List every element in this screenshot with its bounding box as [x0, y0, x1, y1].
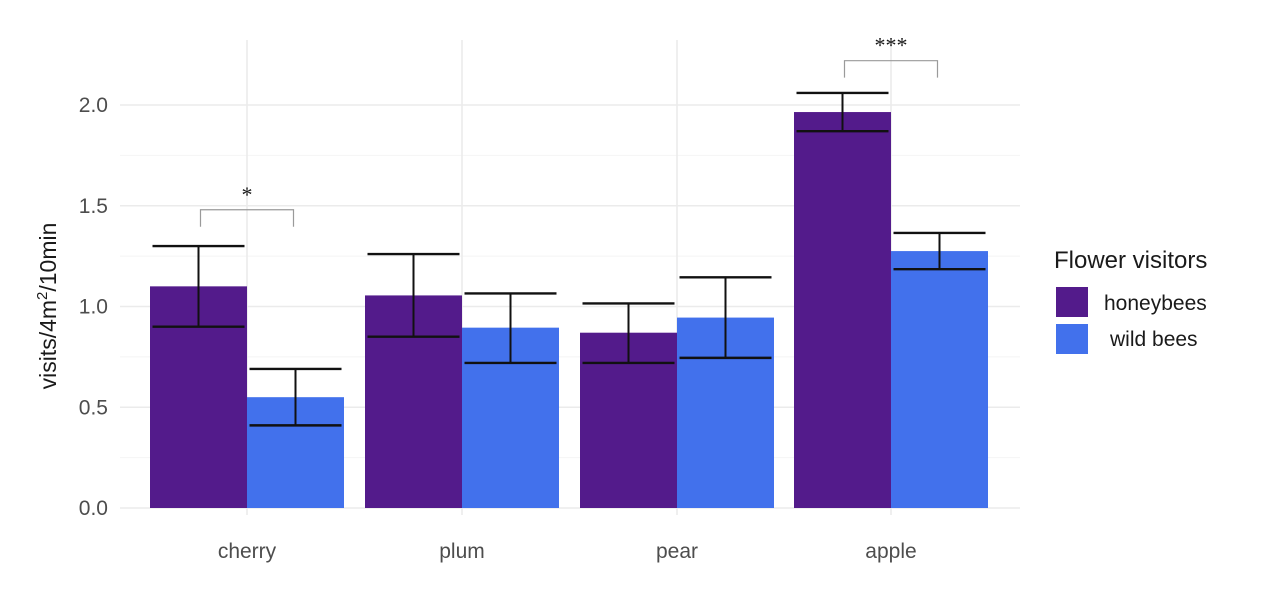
legend-label-wild-bees: wild bees: [1109, 328, 1198, 351]
legend-swatch-wild-bees: [1056, 324, 1088, 354]
x-tick-label: plum: [439, 540, 485, 563]
bar-wild-bees-apple: [891, 251, 988, 508]
bars: [150, 112, 988, 509]
y-tick-label: 0.5: [79, 396, 108, 419]
legend-label-honeybees: honeybees: [1104, 292, 1207, 315]
significance-label: *: [242, 182, 253, 207]
legend-swatch-honeybees: [1056, 287, 1088, 317]
significance-bracket: [843, 60, 939, 78]
significance-brackets: ****: [199, 33, 939, 227]
y-tick-label: 1.5: [79, 195, 108, 218]
significance-label: ***: [875, 33, 908, 58]
bar-honeybees-apple: [794, 112, 891, 509]
y-axis-ticks: 0.0 0.5 1.0 1.5 2.0: [79, 94, 108, 520]
significance-bracket: [199, 209, 295, 227]
y-tick-label: 1.0: [79, 296, 108, 319]
y-tick-label: 0.0: [79, 497, 108, 520]
x-tick-label: apple: [865, 540, 916, 563]
y-axis-title-part: /10min: [35, 223, 61, 292]
y-axis-title-part: visits/4m: [35, 300, 61, 389]
y-axis-title: visits/4m2/10min: [34, 223, 61, 390]
x-tick-label: cherry: [218, 540, 277, 563]
y-tick-label: 2.0: [79, 94, 108, 117]
legend: Flower visitors honeybees wild bees: [1054, 247, 1207, 354]
error-bars: [152, 91, 986, 427]
x-axis-ticks: cherry plum pear apple: [218, 540, 917, 563]
x-tick-label: pear: [656, 540, 698, 563]
legend-title: Flower visitors: [1054, 247, 1207, 274]
y-axis-title-superscript: 2: [34, 292, 51, 300]
